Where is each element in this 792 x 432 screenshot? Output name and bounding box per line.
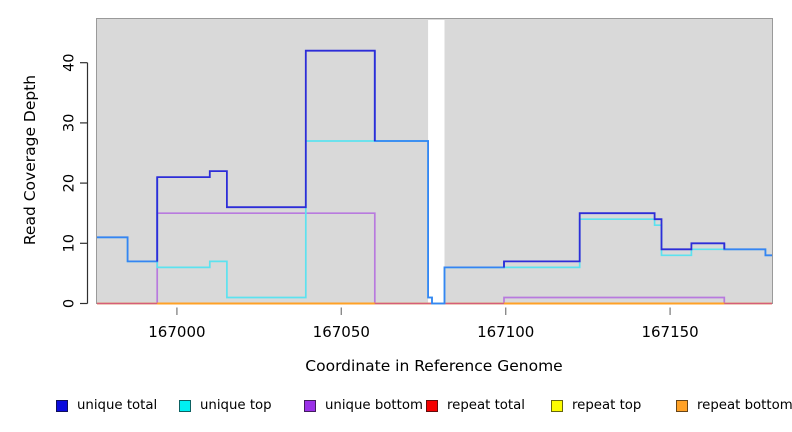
- coverage-gap-region: [428, 20, 445, 304]
- legend-swatch-repeat-bottom: [676, 399, 688, 412]
- legend: unique total unique top unique bottom repea…: [0, 398, 792, 416]
- legend-swatch-unique-top: [179, 399, 191, 412]
- legend-swatch-unique-bottom: [304, 399, 316, 412]
- legend-swatch-unique-total: [56, 399, 68, 412]
- legend-swatch-repeat-top: [551, 399, 563, 412]
- legend-item-repeat-top: repeat top: [551, 398, 641, 413]
- x-tick-label: 167150: [641, 323, 698, 341]
- legend-swatch-repeat-total: [426, 399, 438, 412]
- y-axis-title: Read Coverage Depth: [21, 74, 39, 246]
- legend-item-unique-bottom: unique bottom: [304, 398, 423, 413]
- legend-item-label: repeat bottom: [697, 398, 792, 413]
- y-tick-label: 0: [62, 299, 78, 308]
- legend-item-label: unique top: [200, 398, 272, 413]
- legend-item-label: unique bottom: [325, 398, 423, 413]
- x-tick-label: 167050: [313, 323, 370, 341]
- legend-item-label: repeat total: [447, 398, 525, 413]
- series-unique-total-line: [156, 49, 726, 268]
- y-tick-label: 40: [62, 53, 78, 71]
- legend-item-repeat-bottom: repeat bottom: [676, 398, 792, 413]
- legend-item-unique-top: unique top: [179, 398, 272, 413]
- x-tick-label: 167000: [148, 323, 205, 341]
- x-tick-label: 167100: [477, 323, 534, 341]
- y-tick-label: 30: [62, 114, 78, 132]
- legend-item-label: unique total: [77, 398, 158, 413]
- legend-item-label: repeat top: [572, 398, 642, 413]
- x-axis-title: Coordinate in Reference Genome: [305, 357, 563, 375]
- legend-item-unique-total: unique total: [56, 398, 157, 413]
- legend-item-repeat-total: repeat total: [426, 398, 525, 413]
- plot-border: [96, 18, 773, 304]
- y-tick-label: 20: [62, 174, 78, 192]
- y-tick-label: 10: [62, 234, 78, 252]
